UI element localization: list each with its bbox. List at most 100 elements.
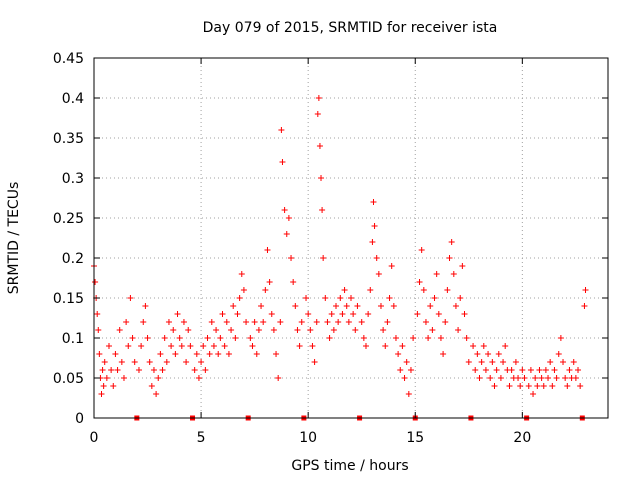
data-point (217, 335, 224, 341)
data-point (540, 383, 547, 389)
x-tick-label: 10 (299, 430, 317, 446)
data-point (435, 311, 442, 317)
data-point (92, 279, 99, 285)
data-point (221, 343, 228, 349)
data-point (427, 303, 434, 309)
data-point (125, 343, 132, 349)
data-point (120, 375, 127, 381)
data-point (150, 367, 157, 373)
data-point (305, 311, 312, 317)
data-point (324, 319, 331, 325)
data-point (100, 383, 107, 389)
data-point (362, 343, 369, 349)
data-point (418, 247, 425, 253)
data-point (375, 271, 382, 277)
data-point (290, 279, 297, 285)
data-point (512, 359, 519, 365)
y-axis-label: SRMTID / TECUs (6, 182, 22, 295)
data-point (215, 351, 222, 357)
data-point (131, 359, 138, 365)
data-point (285, 215, 292, 221)
data-point (281, 207, 288, 213)
data-point (382, 343, 389, 349)
data-point (335, 319, 342, 325)
data-point (176, 335, 183, 341)
data-point (345, 319, 352, 325)
data-point (487, 375, 494, 381)
data-point (577, 383, 584, 389)
data-point (296, 343, 303, 349)
data-point (350, 311, 357, 317)
data-point (225, 351, 232, 357)
data-point (187, 343, 194, 349)
y-tick-label: 0.3 (62, 171, 84, 187)
data-point (247, 335, 254, 341)
data-point (485, 351, 492, 357)
data-point (129, 335, 136, 341)
data-point (384, 319, 391, 325)
data-point (219, 311, 226, 317)
data-point (508, 367, 515, 373)
data-point (161, 335, 168, 341)
data-point (465, 359, 472, 365)
data-point (570, 359, 577, 365)
data-point (195, 375, 202, 381)
data-point (193, 351, 200, 357)
data-point (397, 367, 404, 373)
data-point (273, 351, 280, 357)
data-point (127, 295, 134, 301)
data-point (358, 319, 365, 325)
data-point (459, 263, 466, 269)
data-point (116, 327, 123, 333)
data-point (234, 311, 241, 317)
data-point (410, 335, 417, 341)
x-axis-label: GPS time / hours (291, 458, 408, 474)
y-tick-label: 0.45 (53, 51, 84, 67)
y-tick-label: 0 (75, 411, 84, 427)
data-point (112, 351, 119, 357)
data-point (553, 375, 560, 381)
data-point (165, 319, 172, 325)
data-point (437, 335, 444, 341)
data-point (200, 343, 207, 349)
data-point (328, 311, 335, 317)
data-point (555, 351, 562, 357)
tick-labels-layer: 0 0.05 0.1 0.15 0.2 0.25 0.3 0.35 0.4 0.45 0 5 10 15 2… (53, 51, 531, 446)
data-point (352, 327, 359, 333)
data-point (315, 95, 322, 101)
data-point (442, 319, 449, 325)
data-point (491, 383, 498, 389)
data-point (170, 327, 177, 333)
data-point (208, 319, 215, 325)
data-point (326, 335, 333, 341)
data-point (153, 391, 160, 397)
data-point (279, 159, 286, 165)
data-point (478, 359, 485, 365)
data-point (525, 383, 532, 389)
data-point (386, 295, 393, 301)
x-tick-label: 15 (406, 430, 424, 446)
data-point (403, 359, 410, 365)
data-point (313, 319, 320, 325)
data-point (232, 335, 239, 341)
data-point (94, 311, 101, 317)
data-point (135, 367, 142, 373)
data-point (515, 375, 522, 381)
y-tick-label: 0.15 (53, 291, 84, 307)
data-point (198, 359, 205, 365)
data-point (333, 303, 340, 309)
data-point (228, 327, 235, 333)
data-point (380, 327, 387, 333)
data-point (105, 343, 112, 349)
data-point (210, 343, 217, 349)
data-point (142, 303, 149, 309)
data-point (95, 327, 102, 333)
data-point (178, 343, 185, 349)
data-point (474, 351, 481, 357)
data-point (354, 303, 361, 309)
data-point (371, 223, 378, 229)
data-point (266, 279, 273, 285)
data-point (283, 231, 290, 237)
data-point (322, 295, 329, 301)
